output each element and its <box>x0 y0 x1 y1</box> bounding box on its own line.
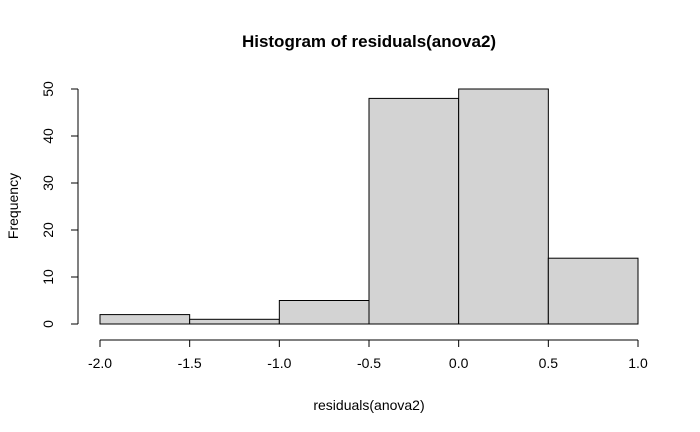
y-tick-label: 10 <box>40 269 56 285</box>
histogram-bar-1 <box>189 318 280 325</box>
histogram-bar-5 <box>547 257 639 325</box>
x-tick-label: -2.0 <box>88 355 112 371</box>
bars-group <box>99 88 639 325</box>
histogram-bar-3 <box>368 97 460 325</box>
x-tick-label: -0.5 <box>357 355 381 371</box>
histogram-bar-4 <box>458 88 549 325</box>
chart-title: Histogram of residuals(anova2) <box>242 32 496 51</box>
y-tick-label: 0 <box>40 320 56 328</box>
y-axis-label: Frequency <box>5 173 21 239</box>
histogram-bar-2 <box>278 300 370 325</box>
x-tick-label: 0.5 <box>539 355 559 371</box>
x-tick-label: 1.0 <box>628 355 648 371</box>
y-tick-label: 40 <box>40 128 56 144</box>
histogram-bar-0 <box>99 314 191 325</box>
x-tick-label: -1.5 <box>178 355 202 371</box>
x-tick-label: -1.0 <box>267 355 291 371</box>
y-tick-label: 50 <box>40 81 56 97</box>
y-tick-label: 20 <box>40 222 56 238</box>
y-tick-label: 30 <box>40 175 56 191</box>
x-axis: -2.0 -1.5 -1.0 -0.5 0.0 0.5 1.0 <box>88 339 648 371</box>
x-axis-label: residuals(anova2) <box>313 397 424 413</box>
x-tick-label: 0.0 <box>449 355 469 371</box>
y-axis: 0 10 20 30 40 50 <box>40 81 79 328</box>
